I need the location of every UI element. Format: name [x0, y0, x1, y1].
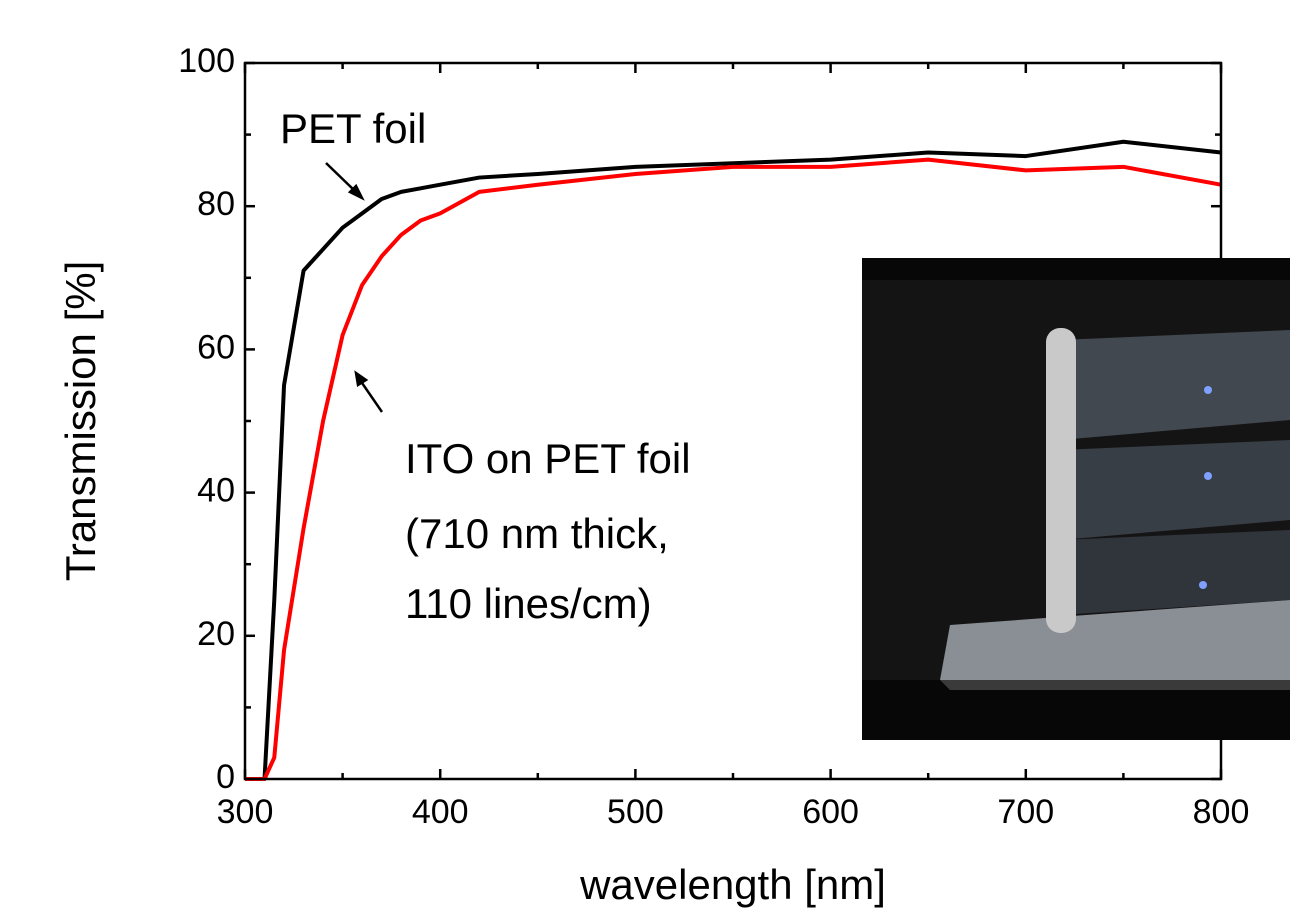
- arrow: [325, 162, 384, 413]
- x-tick-label: 400: [412, 793, 469, 831]
- data-line: [245, 157, 1222, 781]
- x-tick-label: 500: [607, 793, 664, 831]
- x-tick-label: 800: [1193, 793, 1250, 831]
- y-tick-label: 60: [197, 328, 235, 366]
- y-tick-label: 20: [197, 615, 235, 653]
- x-tick-label: 700: [997, 793, 1054, 831]
- y-tick-label: 0: [216, 758, 235, 796]
- y-tick-label: 80: [197, 185, 235, 223]
- plot-area: 300 400 500 600 700 800 0 20 40 60 80 100: [178, 42, 1249, 831]
- y-tick-label: 100: [178, 42, 235, 80]
- data-line: [245, 139, 1222, 781]
- x-tick-label: 600: [802, 793, 859, 831]
- x-tick-label: 300: [217, 793, 274, 831]
- y-axis-label: Transmission [%]: [57, 261, 104, 582]
- annotation: 110 lines/cm): [405, 580, 652, 627]
- annotation: (710 nm thick,: [405, 510, 669, 557]
- series-label: PET foil: [280, 105, 426, 152]
- x-axis-label: wavelength [nm]: [579, 861, 886, 908]
- series-label: ITO on PET foil: [405, 435, 691, 482]
- y-tick-label: 40: [197, 472, 235, 510]
- inset-photo: [862, 258, 1290, 740]
